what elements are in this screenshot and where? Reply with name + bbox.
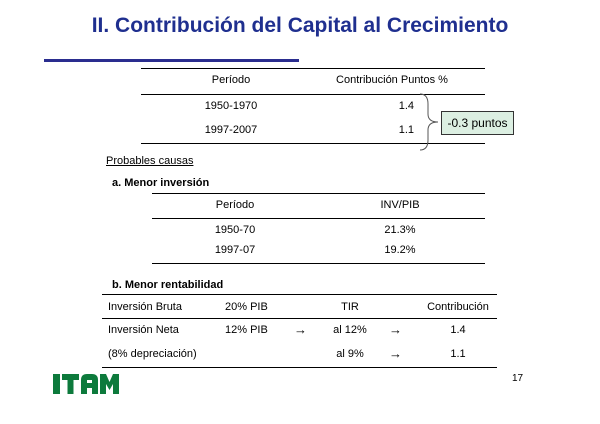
table2-row1-value: 21.3%: [384, 224, 416, 236]
table3-bottom-rule: [102, 367, 497, 368]
table1-header-contribution: Contribución Puntos %: [336, 74, 448, 86]
cause-b-label: b. Menor rentabilidad: [112, 279, 224, 291]
table1-row1-period: 1950-1970: [204, 100, 258, 112]
table3-header-c2: 20% PIB: [225, 301, 268, 313]
table1-top-rule: [141, 68, 485, 69]
table3-row2-c3: al 9%: [336, 348, 364, 360]
table3-header-c1: Inversión Bruta: [108, 301, 182, 313]
cause-a-label: a. Menor inversión: [112, 177, 210, 189]
table3-top-rule: [102, 294, 497, 295]
table3-header-rule: [102, 318, 497, 319]
table3-row1-c4: 1.4: [450, 324, 466, 336]
table3-row1-arrow2-icon: →: [389, 322, 402, 337]
table3-header-c4: Contribución: [427, 301, 489, 313]
title-underline: [44, 59, 299, 62]
table3-row2-arrow2-icon: →: [389, 346, 402, 361]
table1-row1-value: 1.4: [398, 100, 414, 112]
itam-logo: [53, 374, 119, 394]
table2-row2-period: 1997-07: [214, 244, 256, 256]
table3-row1-c3: al 12%: [333, 324, 367, 336]
slide-title: II. Contribución del Capital al Crecimie…: [91, 14, 509, 37]
table3-row2-c4: 1.1: [450, 348, 466, 360]
table3-row1-arrow1-icon: →: [294, 322, 307, 337]
table3-row1-c2: 12% PIB: [225, 324, 268, 336]
table2-top-rule: [152, 193, 485, 194]
difference-callout: -0.3 puntos: [441, 111, 514, 135]
table2-header-period: Período: [215, 199, 255, 211]
table2-header-rule: [152, 218, 485, 219]
table3-header-c3: TIR: [341, 301, 359, 313]
table1-header-period: Período: [211, 74, 251, 86]
table1-row2-period: 1997-2007: [204, 124, 258, 136]
table2-row2-value: 19.2%: [384, 244, 416, 256]
table2-row1-period: 1950-70: [214, 224, 256, 236]
table2-header-inv-pib: INV/PIB: [380, 199, 420, 211]
table3-row1-c1: Inversión Neta: [108, 324, 179, 336]
table3-row2-c1: (8% depreciación): [108, 348, 197, 360]
table1-row2-value: 1.1: [398, 124, 414, 136]
curly-brace-icon: [419, 93, 439, 151]
table1-header-rule: [141, 94, 485, 95]
causes-heading: Probables causas: [106, 155, 194, 167]
table2-bottom-rule: [152, 263, 485, 264]
page-number: 17: [512, 373, 524, 384]
table1-bottom-rule: [141, 143, 485, 144]
